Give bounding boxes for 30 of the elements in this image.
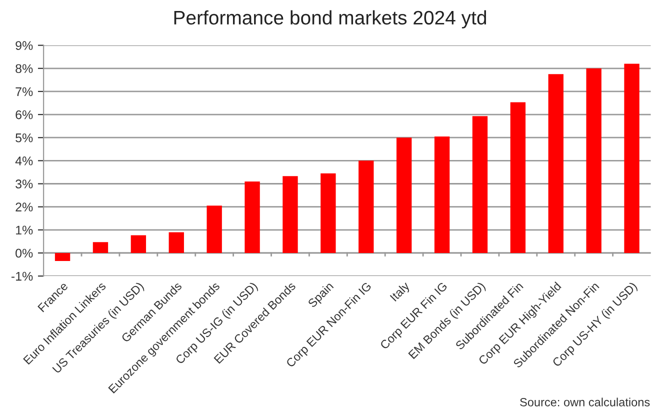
y-tick-label: 5% <box>16 133 33 142</box>
bar <box>130 235 146 253</box>
y-tick-label: 0% <box>16 248 33 258</box>
y-tick-label: 9% <box>16 41 33 50</box>
y-tick-label: 2% <box>16 202 33 212</box>
bar <box>510 102 526 253</box>
bar <box>586 68 602 253</box>
bar <box>320 173 336 253</box>
bar <box>548 74 564 253</box>
y-tick-label: 6% <box>16 110 33 120</box>
bar <box>206 206 222 253</box>
bar <box>92 242 108 253</box>
x-tick-label: Italy <box>390 280 412 304</box>
bar <box>472 116 488 253</box>
source-note: Source: own calculations <box>520 398 650 406</box>
y-tick-label: 4% <box>15 156 33 166</box>
bar <box>282 176 298 253</box>
bar <box>244 181 260 253</box>
bar <box>54 252 70 262</box>
y-tick-label: -1% <box>11 272 33 281</box>
bar <box>168 232 184 253</box>
bar <box>434 136 450 253</box>
bar <box>624 64 640 253</box>
chart-title: Performance bond markets 2024 ytd <box>174 10 486 28</box>
bar <box>358 160 374 253</box>
y-tick-label: 7% <box>16 87 33 96</box>
y-tick-label: 3% <box>16 180 33 188</box>
y-tick-label: 1% <box>16 226 33 234</box>
y-tick-label: 8% <box>16 64 33 74</box>
bar <box>396 138 412 253</box>
